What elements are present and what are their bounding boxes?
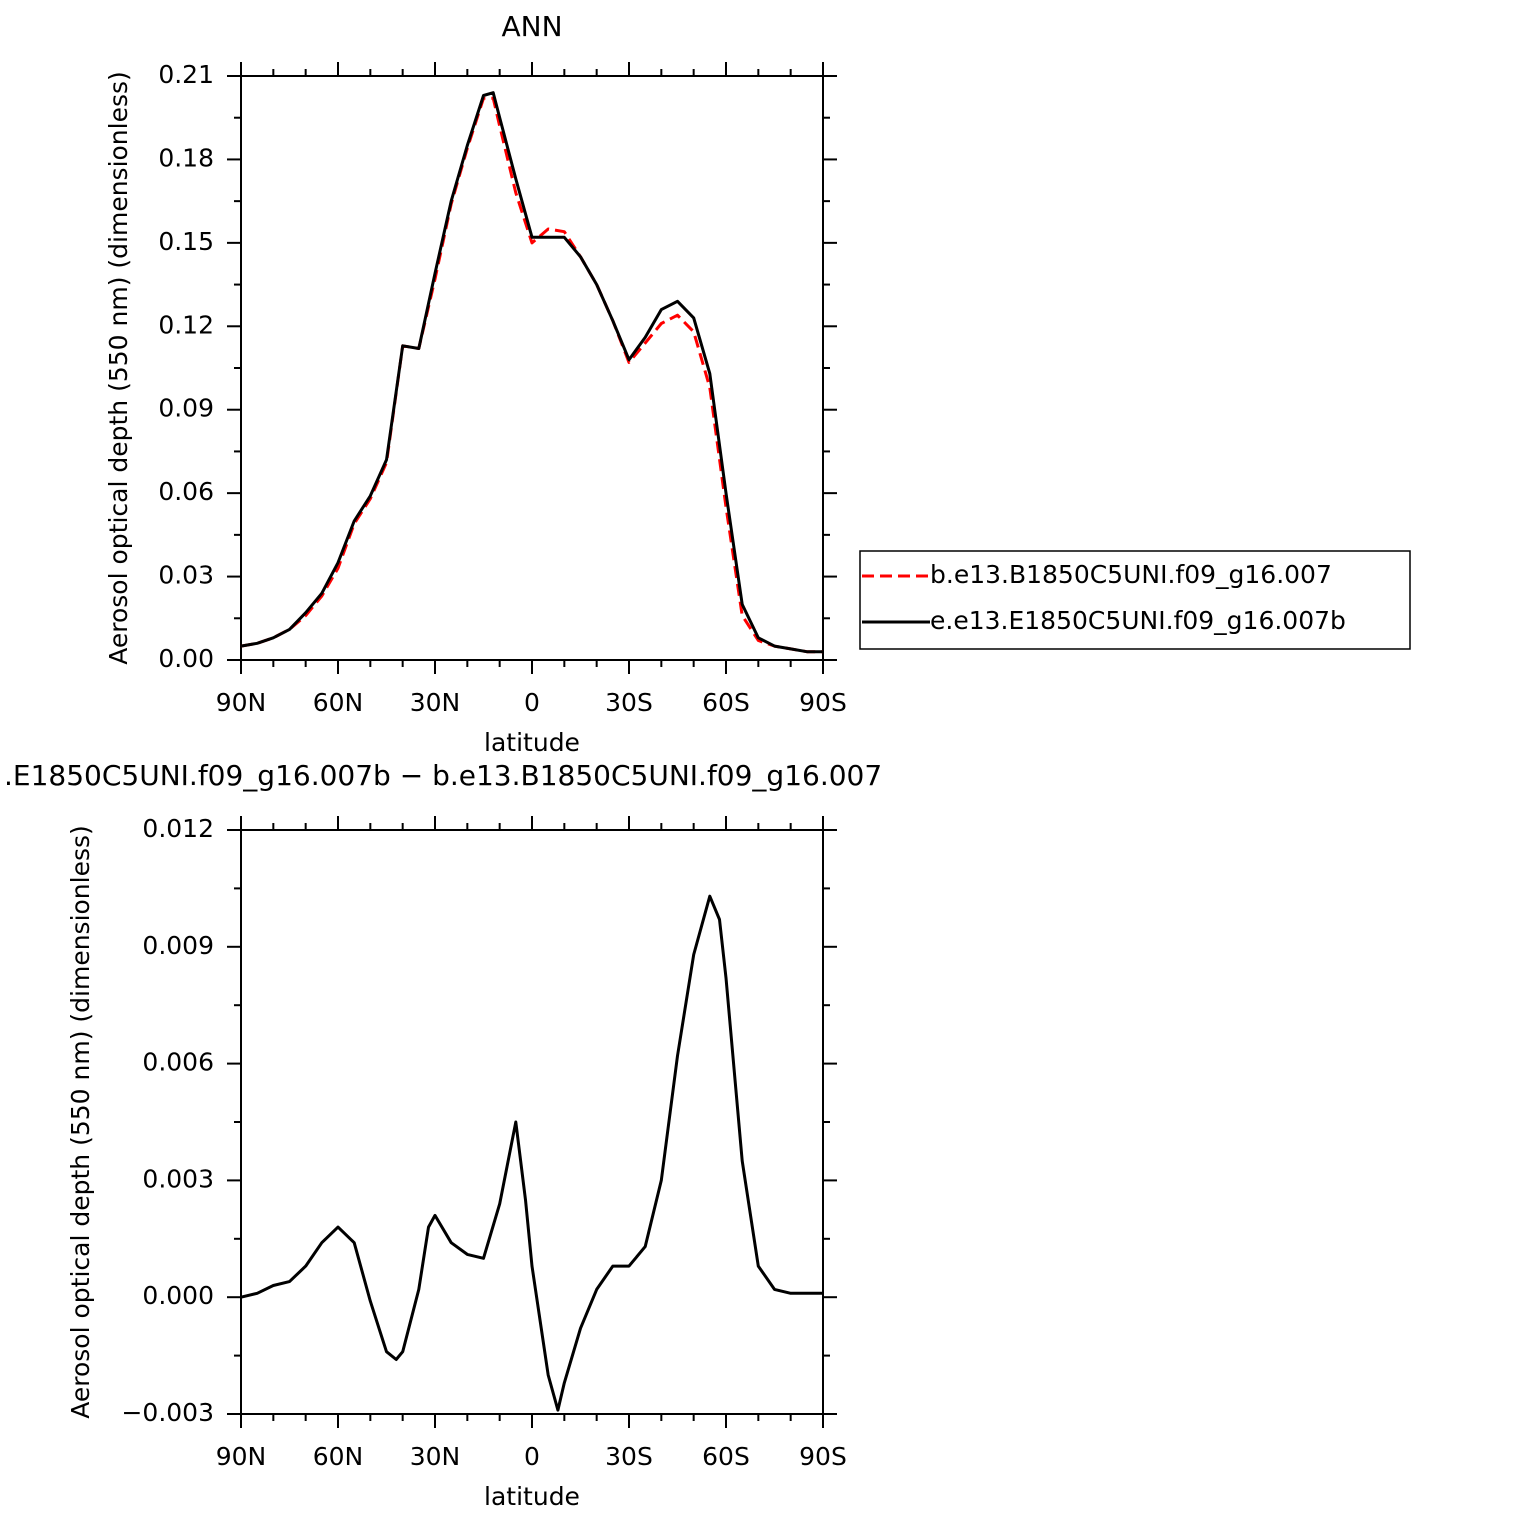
x-tick-label: 60N [313,688,364,717]
y-tick-label: 0.09 [158,394,214,423]
x-tick-label: 60S [702,1442,750,1471]
y-tick-label: 0.006 [142,1048,214,1077]
x-axis-label: latitude [484,1482,580,1511]
y-tick-label: 0.21 [158,60,214,89]
y-tick-label: 0.12 [158,310,214,339]
x-tick-label: 60S [702,688,750,717]
chart-title: .E1850C5UNI.f09_g16.007b − b.e13.B1850C5… [4,759,882,792]
x-tick-label: 90S [799,688,847,717]
x-tick-label: 30N [410,688,461,717]
y-tick-label: 0.03 [158,561,214,590]
x-tick-label: 0 [524,688,540,717]
y-tick-label: 0.18 [158,143,214,172]
data-line [240,894,823,1412]
x-tick-label: 90N [216,688,267,717]
x-tick-label: 90N [216,1442,267,1471]
y-axis-label: Aerosol optical depth (550 nm) (dimensio… [66,825,95,1419]
chart-title: ANN [501,10,562,43]
y-tick-label: 0.012 [142,814,214,843]
y-tick-label: 0.000 [142,1281,214,1310]
x-tick-label: 90S [799,1442,847,1471]
y-tick-label: 0.00 [158,644,214,673]
legend-label: b.e13.B1850C5UNI.f09_g16.007 [930,560,1332,589]
x-tick-label: 0 [524,1442,540,1471]
legend-label: e.e13.E1850C5UNI.f09_g16.007b [930,606,1346,635]
data-line [240,96,823,654]
y-tick-label: 0.009 [142,931,214,960]
data-line [240,91,823,654]
y-tick-label: 0.003 [142,1164,214,1193]
y-tick-label: −0.003 [121,1398,214,1427]
x-tick-label: 30S [605,1442,653,1471]
x-tick-label: 30S [605,688,653,717]
y-tick-label: 0.06 [158,477,214,506]
x-tick-label: 60N [313,1442,364,1471]
x-tick-label: 30N [410,1442,461,1471]
legend-box [859,550,1411,650]
plot-frame [240,829,824,1415]
x-axis-label: latitude [484,728,580,757]
y-tick-label: 0.15 [158,227,214,256]
y-axis-label: Aerosol optical depth (550 nm) (dimensio… [104,71,133,665]
